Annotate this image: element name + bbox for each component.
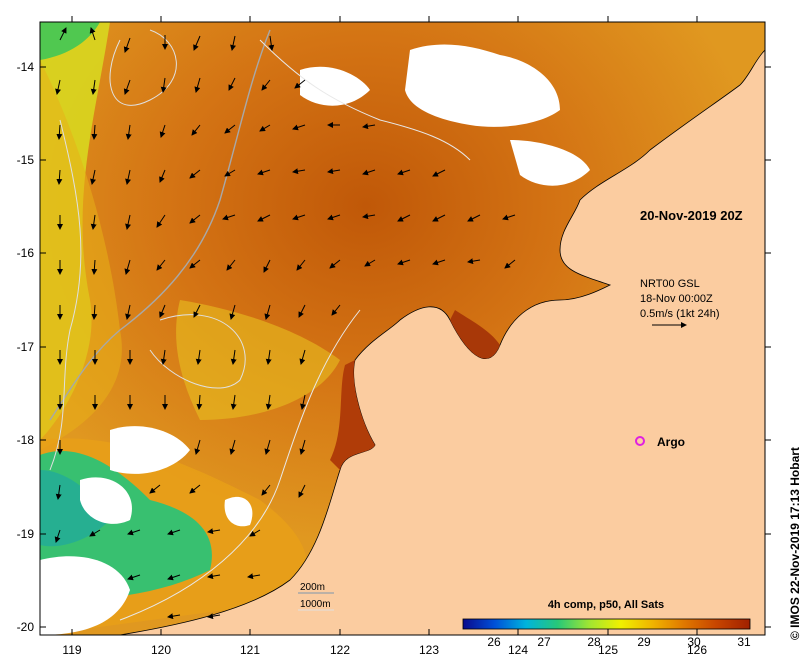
vector-scale-label: 0.5m/s (1kt 24h) bbox=[640, 308, 719, 320]
y-tick-label: -15 bbox=[17, 153, 35, 167]
x-tick-label: 122 bbox=[330, 643, 350, 657]
mid-water-central bbox=[176, 300, 340, 420]
y-tick-label: -19 bbox=[17, 527, 35, 541]
contour-line bbox=[109, 29, 177, 106]
cloud-1 bbox=[300, 66, 370, 106]
current-arrow bbox=[59, 27, 67, 41]
axis-ticks bbox=[40, 16, 771, 635]
map-area[interactable] bbox=[40, 22, 765, 635]
gulf-warm-water bbox=[450, 310, 500, 359]
colorbar: 4h comp, p50, All Sats 26 27 28 29 30 31 bbox=[462, 599, 751, 649]
map-frame bbox=[39, 21, 766, 636]
contour-200m bbox=[49, 29, 271, 421]
x-tick-label: 120 bbox=[151, 643, 171, 657]
y-tick-label: -16 bbox=[17, 246, 35, 260]
coastal-warm-fringe bbox=[330, 360, 375, 470]
colorbar-tick: 28 bbox=[587, 635, 601, 649]
contour-label-200m: 200m bbox=[300, 582, 325, 593]
colorbar-tick: 29 bbox=[637, 635, 651, 649]
cool-cyan-patch bbox=[40, 470, 110, 547]
x-tick-label: 119 bbox=[62, 643, 81, 657]
colorbar-tick: 26 bbox=[487, 635, 501, 649]
cloud-2 bbox=[405, 44, 560, 127]
colorbar-tick: 31 bbox=[737, 635, 751, 649]
y-tick-label: -14 bbox=[17, 60, 35, 74]
x-tick-label: 121 bbox=[240, 643, 260, 657]
date-label: 20-Nov-2019 20Z bbox=[640, 208, 743, 223]
argo-float-icon[interactable] bbox=[635, 436, 645, 446]
argo-label: Argo bbox=[657, 435, 685, 449]
product-label: NRT00 GSL bbox=[640, 278, 700, 290]
x-tick-label: 125 bbox=[598, 643, 618, 657]
cloud-4 bbox=[80, 477, 132, 524]
y-tick-label: -18 bbox=[17, 433, 35, 447]
y-axis: -14 -15 -16 -17 -18 -19 -20 bbox=[17, 60, 35, 634]
y-tick-label: -17 bbox=[17, 340, 35, 354]
y-tick-label: -20 bbox=[17, 620, 35, 634]
x-axis: 119 120 121 122 123 124 125 126 bbox=[62, 643, 707, 657]
colorbar-tick: 27 bbox=[537, 635, 551, 649]
contour-line bbox=[49, 119, 82, 471]
current-vectors bbox=[54, 27, 516, 620]
vector-time-label: 18-Nov 00:00Z bbox=[640, 293, 713, 305]
cool-green-northwest bbox=[40, 22, 100, 60]
x-tick-label: 124 bbox=[508, 643, 528, 657]
cloud-6 bbox=[40, 556, 130, 635]
contour-line bbox=[119, 309, 361, 621]
x-tick-label: 123 bbox=[419, 643, 439, 657]
contour-label-1000m: 1000m bbox=[300, 599, 331, 610]
colorbar-tick: 30 bbox=[687, 635, 701, 649]
colorbar-title: 4h comp, p50, All Sats bbox=[548, 599, 664, 611]
credit-label: © IMOS 22-Nov-2019 17:13 Hobart bbox=[788, 447, 802, 640]
cloud-3 bbox=[110, 426, 190, 474]
cloud-7 bbox=[510, 140, 590, 186]
x-tick-label: 126 bbox=[687, 643, 707, 657]
contour-line bbox=[259, 39, 471, 161]
contour-line bbox=[149, 314, 246, 389]
cloud-5 bbox=[224, 496, 253, 527]
colorbar-gradient bbox=[462, 618, 751, 630]
